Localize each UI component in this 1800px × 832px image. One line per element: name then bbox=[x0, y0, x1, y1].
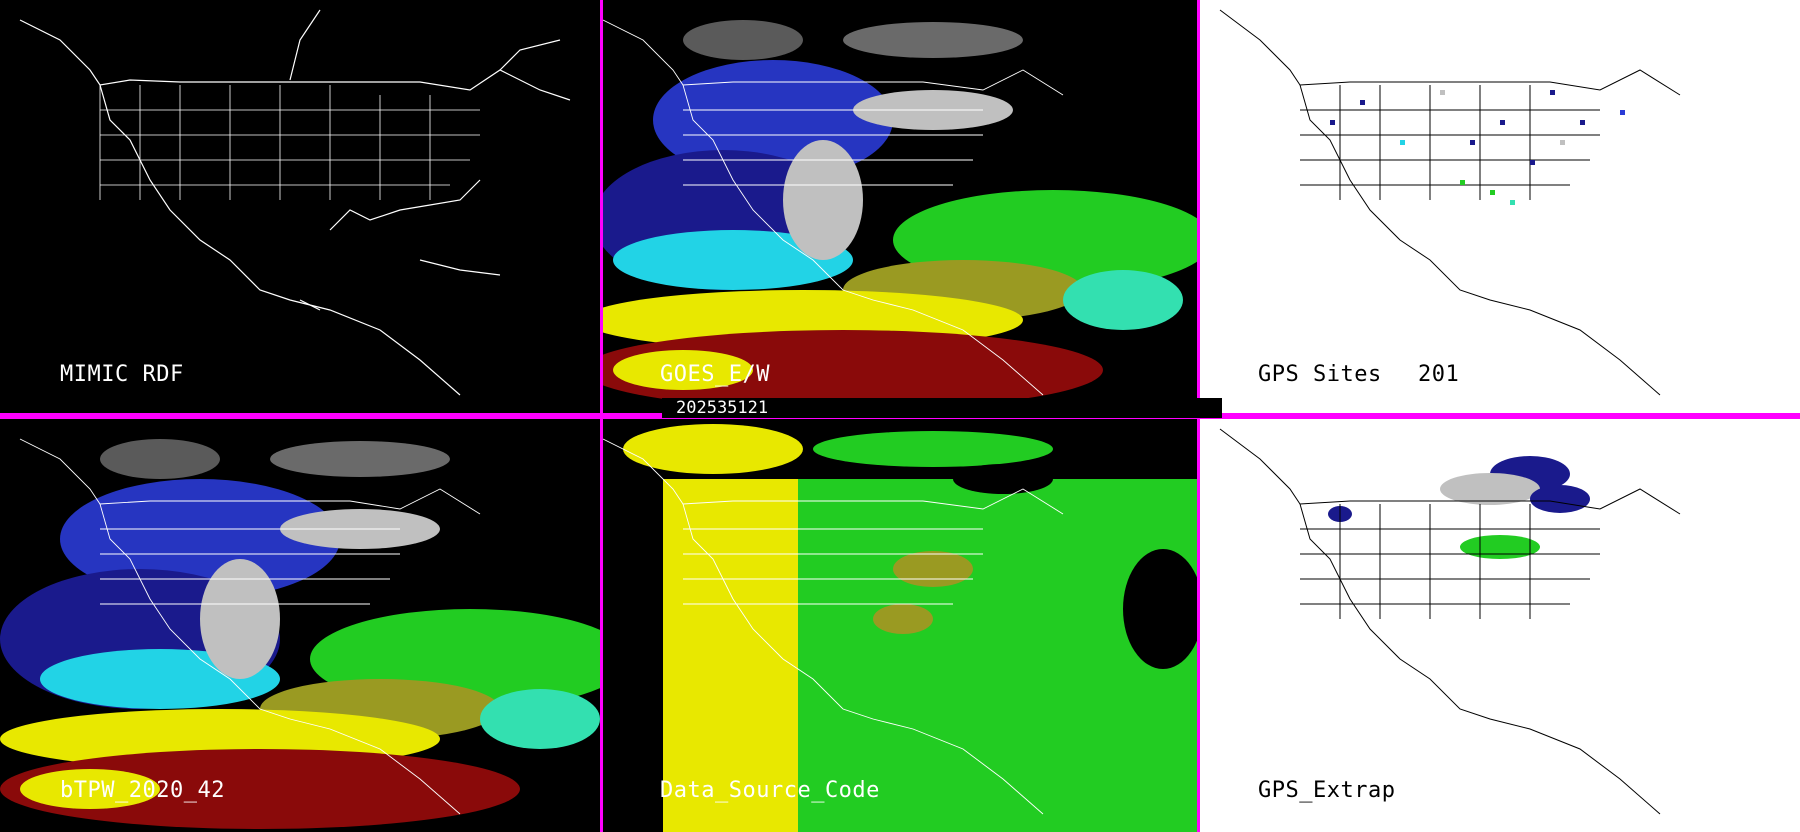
panel-label: GPS Sites bbox=[1258, 362, 1382, 387]
map-outline bbox=[1219, 9, 1681, 396]
panel-label: GOES_E/W bbox=[660, 362, 770, 387]
panel-gps-extrap: GPS_Extrap bbox=[1200, 419, 1800, 832]
moisture-field bbox=[0, 439, 600, 829]
moisture-field bbox=[603, 0, 1197, 413]
panel-label: MIMIC RDF bbox=[60, 362, 184, 387]
panel-btpw: bTPW_2020_42 bbox=[0, 419, 600, 832]
panel-label: Data_Source_Code bbox=[660, 778, 880, 803]
panel-label: bTPW_2020_42 bbox=[60, 778, 225, 803]
map-outline bbox=[19, 438, 481, 815]
btpw-map bbox=[0, 438, 600, 829]
panel-label: GPS_Extrap bbox=[1258, 778, 1396, 803]
panel-mimic-rdf: MIMIC RDF bbox=[0, 0, 600, 413]
gps-extrap-map bbox=[1219, 428, 1681, 815]
panel-gps-sites: GPS Sites 201 bbox=[1200, 0, 1800, 413]
map-outline bbox=[603, 438, 1064, 815]
map-outline bbox=[603, 19, 1064, 396]
gps-site-count: 201 bbox=[1418, 362, 1460, 387]
data-source-code-map bbox=[603, 424, 1197, 832]
goes-ew-tpw-map bbox=[603, 0, 1197, 413]
timestamp-bar: 202535121 bbox=[662, 398, 1222, 418]
map-outline bbox=[1219, 428, 1681, 815]
panel-data-source-code: Data_Source_Code bbox=[603, 419, 1197, 832]
north-america-outline bbox=[19, 9, 571, 396]
vertical-separator-left bbox=[600, 0, 603, 832]
gps-station-markers bbox=[1330, 90, 1625, 205]
mimic-rdf-map bbox=[19, 9, 571, 396]
extrapolated-field bbox=[1328, 456, 1590, 559]
us-state-lines bbox=[99, 85, 480, 200]
gps-sites-map bbox=[1219, 9, 1681, 396]
source-code-field bbox=[603, 424, 1197, 832]
panel-goes-ew: GOES_E/W bbox=[603, 0, 1197, 413]
